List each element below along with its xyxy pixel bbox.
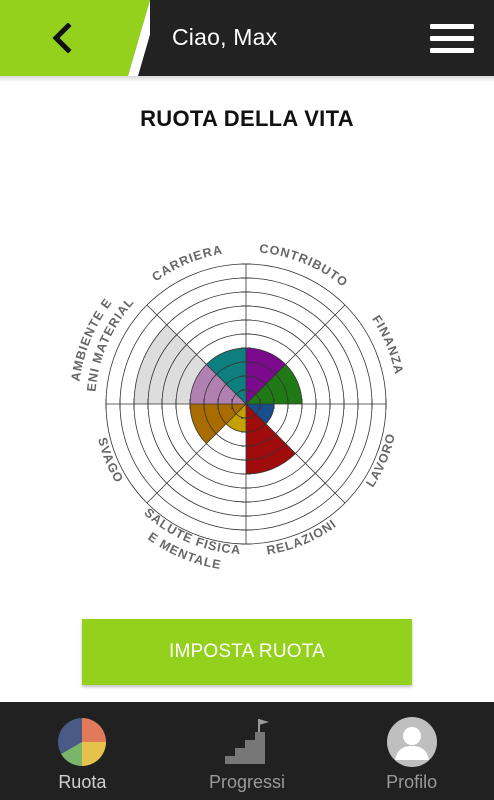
wheel-segment-7 — [206, 348, 246, 404]
wheel-label-7-0: CARRIERA — [149, 243, 224, 284]
wheel-segment-4 — [226, 404, 246, 432]
wheel-label-0-0: CONTRIBUTO — [259, 242, 351, 290]
stairs-flag-icon — [225, 719, 269, 764]
wheel-label-4-0: SALUTE FISICA — [142, 505, 242, 557]
top-bar: Ciao, Max — [0, 0, 494, 76]
nav-item-progressi[interactable]: Progressi — [165, 702, 330, 800]
wheel-segment-1 — [246, 364, 302, 404]
setup-wheel-button[interactable]: IMPOSTA RUOTA — [82, 619, 412, 685]
wheel-segment-5 — [190, 404, 246, 444]
back-button[interactable] — [44, 20, 80, 56]
pie-chart-icon — [58, 718, 107, 766]
wheel-spoke-1 — [245, 304, 346, 405]
wheel-label-3-0: RELAZIONI — [265, 517, 339, 558]
life-wheel-chart[interactable]: CONTRIBUTO FINANZA LAVORO RELAZIONI SALUTE F… — [60, 218, 432, 590]
header-accent — [0, 0, 150, 76]
greeting-title: Ciao, Max — [172, 24, 278, 50]
nav-label-progressi: Progressi — [208, 772, 286, 792]
nav-label-profilo: Profilo — [386, 772, 438, 792]
user-avatar-icon — [386, 717, 437, 767]
wheel-segment-3 — [246, 404, 296, 474]
chevron-left-icon — [52, 23, 72, 53]
nav-item-ruota[interactable]: Ruota — [0, 702, 165, 800]
wheel-label-2-0: LAVORO — [363, 432, 398, 490]
wheel-label-5-0: SVAGO — [95, 436, 126, 486]
header-shadow — [0, 76, 494, 82]
wheel-spoke-3 — [245, 403, 346, 504]
nav-label-ruota: Ruota — [58, 772, 107, 792]
wheel-segment-2 — [246, 404, 274, 424]
wheel-spoke-7 — [146, 304, 247, 405]
wheel-spoke-5 — [146, 403, 247, 504]
nav-item-profilo[interactable]: Profilo — [329, 702, 494, 800]
wheel-segment-0 — [246, 348, 286, 404]
wheel-label-1-0: FINANZA — [369, 313, 406, 376]
hamburger-menu-icon[interactable] — [430, 24, 474, 56]
page-title: RUOTA DELLA VITA — [140, 106, 354, 131]
wheel-overlay-1 — [190, 364, 246, 404]
bottom-navigation: Ruota Progressi Profilo — [0, 702, 494, 800]
